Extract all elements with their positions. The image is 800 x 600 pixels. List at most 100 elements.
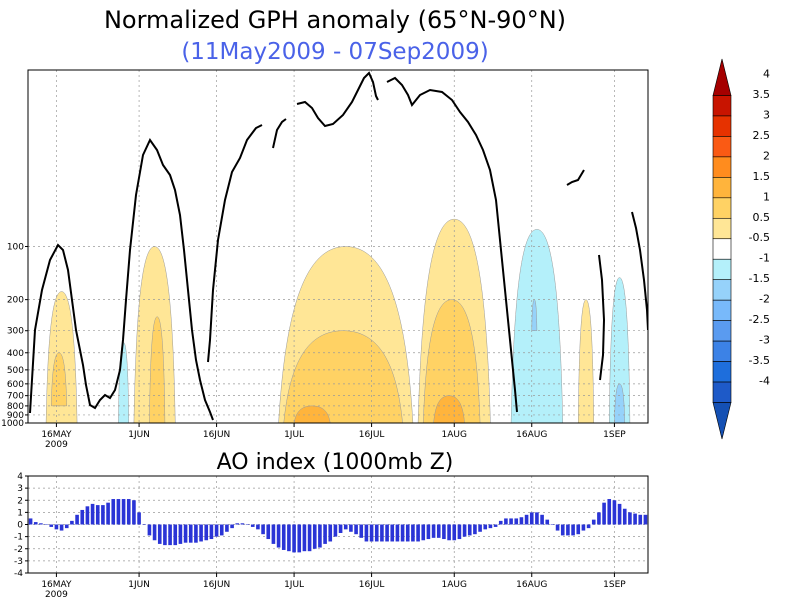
ao-bar — [555, 524, 560, 531]
ao-bar — [101, 505, 105, 525]
ao-bar — [421, 524, 426, 541]
anomaly-region — [293, 405, 331, 423]
ao-bar — [431, 524, 436, 538]
ao-bar — [395, 524, 400, 542]
ao-bar — [147, 524, 152, 536]
ao-bar — [374, 524, 379, 542]
ao-bar — [157, 524, 162, 544]
ao-bar — [602, 502, 606, 525]
colorbar-label: 1 — [763, 190, 770, 203]
ao-bar — [576, 524, 581, 535]
ao-bar — [194, 524, 198, 543]
ao-y-tick-label: -4 — [14, 569, 23, 579]
x-tick-label: 1AUG — [442, 580, 467, 590]
y-tick-label: 800 — [7, 402, 24, 412]
ao-bar — [328, 524, 333, 542]
ao-bar — [75, 514, 79, 525]
colorbar-swatch — [712, 136, 732, 158]
x-tick-label: 16AUG — [516, 580, 547, 590]
ao-bar — [617, 503, 622, 525]
ao-bar — [163, 524, 167, 546]
colorbar-swatch — [712, 95, 732, 117]
x-tick-label: 1AUG — [442, 430, 467, 440]
ao-bar — [426, 524, 431, 540]
ao-bar — [183, 524, 188, 543]
x-tick-label: 1JUN — [128, 580, 150, 590]
ao-bar — [173, 524, 178, 546]
ao-bar — [638, 514, 643, 525]
ao-bar — [178, 524, 183, 544]
ao-bar — [354, 524, 358, 535]
colorbar-swatch — [712, 156, 732, 178]
ao-bar — [643, 514, 648, 525]
ao-bar — [256, 524, 260, 530]
y-tick-label: 600 — [7, 380, 24, 390]
main-title: Normalized GPH anomaly (65°N-90°N) — [104, 6, 566, 34]
ao-bar — [591, 519, 596, 525]
ao-bar — [235, 523, 240, 525]
ao-bar — [633, 513, 637, 525]
ao-bar — [390, 524, 395, 542]
y-tick-label: 300 — [7, 327, 24, 337]
ao-bar — [581, 524, 586, 531]
ao-y-tick-label: -1 — [14, 533, 23, 543]
colorbar-label: 0.5 — [753, 211, 771, 224]
ao-bar — [560, 524, 565, 536]
ao-bar — [271, 524, 276, 544]
colorbar-swatch — [712, 238, 732, 260]
ao-bar — [250, 524, 255, 527]
ao-bar — [281, 524, 286, 550]
ao-bar — [622, 508, 627, 525]
ao-bar — [405, 524, 410, 542]
ao-bar — [369, 524, 374, 542]
colorbar-label: 1.5 — [753, 170, 771, 183]
colorbar-swatch — [712, 381, 732, 403]
ao-bar — [302, 524, 307, 552]
ao-bar — [380, 524, 384, 542]
ao-bar — [447, 524, 451, 541]
colorbar-label: 2.5 — [753, 129, 771, 142]
ao-bar — [132, 500, 136, 525]
anomaly-region — [149, 316, 166, 423]
ao-bar — [338, 524, 343, 533]
ao-bar — [230, 524, 234, 529]
x-tick-label: 16JUN — [203, 580, 230, 590]
zero-contour-line — [386, 76, 518, 413]
ao-bar — [266, 524, 271, 540]
ao-bar — [168, 524, 172, 546]
ao-bar — [478, 524, 482, 532]
colorbar-label: -1 — [759, 252, 770, 265]
y-tick-label: 200 — [7, 296, 24, 306]
colorbar-bottom-arrow — [712, 402, 732, 440]
ao-bar — [483, 524, 488, 530]
colorbar-label: 2 — [763, 149, 770, 162]
ao-bar — [535, 512, 539, 525]
ao-y-tick-label: -3 — [14, 557, 23, 567]
ao-bar — [612, 500, 617, 525]
ao-bar — [349, 524, 353, 532]
ao-bar — [95, 505, 100, 525]
ao-bar — [519, 517, 524, 525]
ao-bar — [467, 524, 472, 536]
ao-bar — [70, 520, 74, 525]
ao-bar — [287, 524, 291, 552]
ao-bar — [245, 524, 250, 525]
zero-contour-line — [207, 124, 263, 363]
ao-bar — [566, 524, 570, 536]
ao-bar — [628, 512, 632, 525]
x-tick-label: 16MAY — [41, 430, 72, 440]
x-tick-label: 1JUN — [128, 430, 150, 440]
ao-title: AO index (1000mb Z) — [217, 450, 454, 475]
ao-bar — [550, 524, 555, 525]
colorbar-label: 3 — [763, 108, 770, 121]
ao-bar — [33, 522, 38, 525]
colorbar-swatch — [712, 217, 732, 240]
colorbar-label: -2.5 — [749, 313, 770, 326]
anomaly-region — [118, 342, 130, 423]
colorbar-swatch — [712, 361, 732, 383]
ao-bar — [323, 524, 327, 544]
x-tick-sublabel: 2009 — [45, 590, 68, 600]
y-tick-label: 500 — [7, 366, 24, 376]
